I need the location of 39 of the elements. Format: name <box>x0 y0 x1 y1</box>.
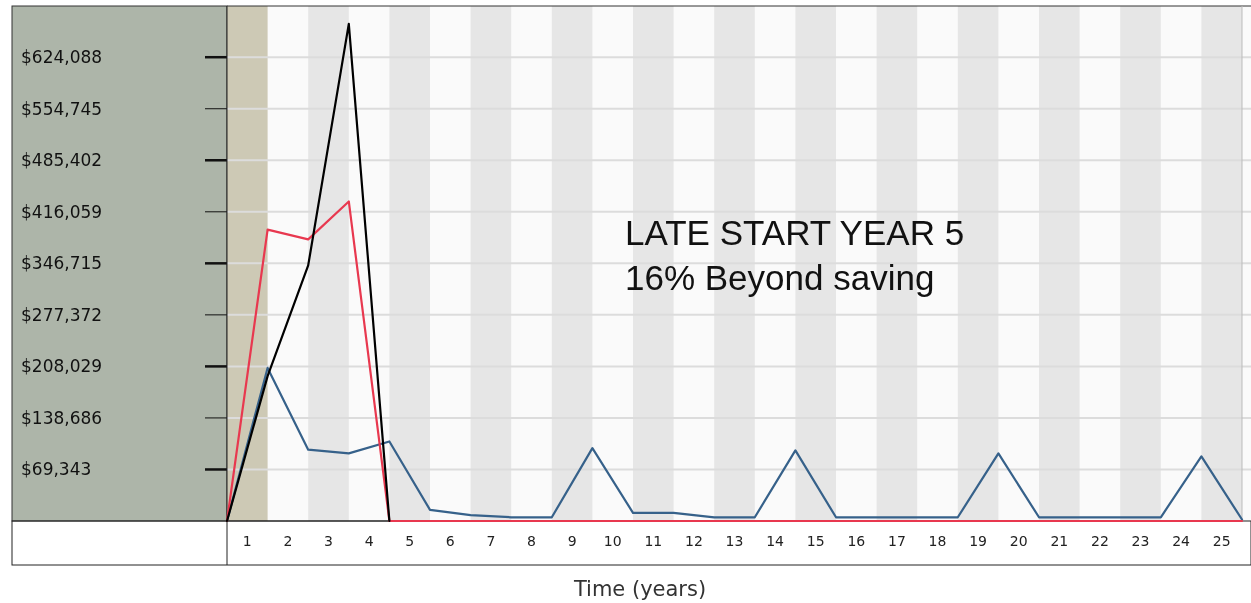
y-tick-label: $277,372 <box>21 304 103 325</box>
x-tick-label: 22 <box>1090 533 1109 549</box>
x-tick-label: 10 <box>603 533 622 549</box>
y-tick-label: $69,343 <box>21 459 92 480</box>
x-tick-label: 16 <box>847 533 866 549</box>
x-tick-label: 23 <box>1131 533 1150 549</box>
x-tick-label: 2 <box>283 533 293 549</box>
y-tick-label: $346,715 <box>21 253 103 274</box>
line-series <box>225 200 1244 523</box>
annotation: LATE START YEAR 5 <box>625 213 965 252</box>
y-tick-label: $485,402 <box>21 150 103 171</box>
x-tick-label: 12 <box>684 533 703 549</box>
y-tick-label: $138,686 <box>21 407 103 428</box>
x-tick-label: 6 <box>445 533 455 549</box>
x-axis-title: Time (years) <box>572 577 707 601</box>
x-tick-label: 18 <box>928 533 947 549</box>
x-tick-label: 9 <box>567 533 577 549</box>
y-tick-label: $416,059 <box>21 201 103 222</box>
x-tick-label: 11 <box>644 533 663 549</box>
y-tick-label: $208,029 <box>21 356 103 377</box>
x-tick-label: 1 <box>242 533 252 549</box>
line-series <box>225 22 391 523</box>
y-tick-label: $554,745 <box>21 98 103 119</box>
x-tick-label: 14 <box>766 533 785 549</box>
x-tick-label: 24 <box>1172 533 1191 549</box>
x-tick-label: 8 <box>527 533 536 549</box>
x-tick-label: 17 <box>887 533 906 549</box>
x-tick-label: 25 <box>1212 533 1231 549</box>
x-tick-label: 15 <box>806 533 825 549</box>
x-tick-label: 7 <box>486 533 496 549</box>
annotation: 16% Beyond saving <box>625 258 935 297</box>
x-tick-label: 3 <box>324 533 333 549</box>
x-tick-label: 13 <box>725 533 744 549</box>
x-tick-label: 4 <box>364 533 374 549</box>
x-tick-label: 19 <box>969 533 988 549</box>
x-tick-label: 20 <box>1009 533 1028 549</box>
y-tick-label: $624,088 <box>21 47 103 68</box>
x-tick-label: 21 <box>1050 533 1069 549</box>
x-tick-label: 5 <box>405 533 415 549</box>
